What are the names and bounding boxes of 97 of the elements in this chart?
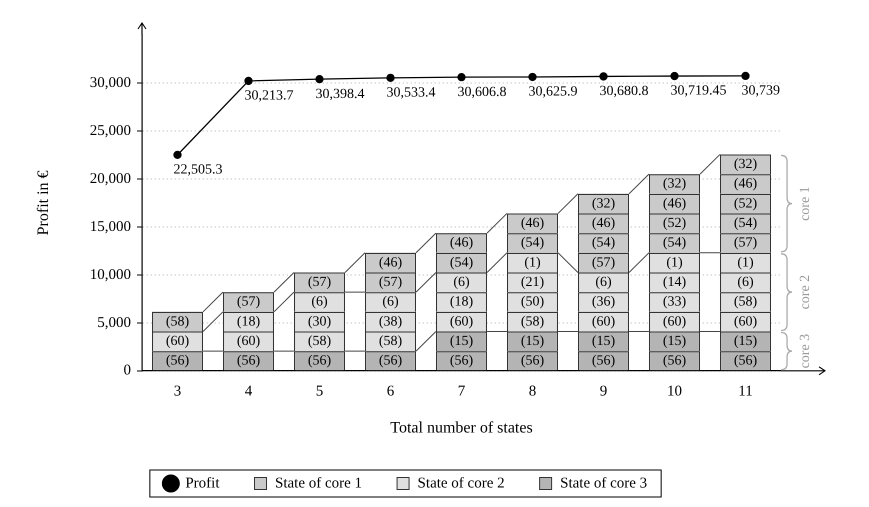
y-tick-label: 25,000 (90, 122, 131, 139)
annotation: (58) (734, 294, 758, 310)
annotation: (54) (450, 255, 474, 270)
annotation: (58) (166, 314, 190, 330)
annotation: (36) (592, 294, 616, 310)
annotation: (56) (378, 353, 402, 368)
annotation: (46) (450, 236, 474, 251)
annotation: (56) (592, 353, 616, 368)
y-tick-label: 10,000 (90, 266, 131, 283)
annotation: (57) (308, 274, 332, 290)
annotation: (32) (734, 156, 758, 172)
annotation: (46) (592, 216, 616, 231)
data-label: 30,213.7 (244, 88, 294, 104)
y-tick-label: 5,000 (97, 314, 131, 331)
x-tick-label: 10 (667, 384, 682, 400)
annotation: (50) (520, 294, 544, 310)
x-tick-label: 5 (316, 384, 324, 400)
annotation: (57) (236, 294, 260, 310)
annotation: (14) (662, 274, 686, 290)
annotation: (60) (166, 334, 190, 349)
annotation: (56) (308, 353, 332, 368)
annotation: (21) (520, 274, 544, 290)
annotation: (1) (524, 255, 541, 270)
text: core 3 (798, 334, 814, 368)
annotation: (56) (662, 353, 686, 368)
legend-label: Profit (185, 475, 220, 492)
text: core 1 (798, 186, 814, 221)
annotation: (6) (453, 274, 470, 290)
annotation: (46) (520, 216, 544, 231)
annotation: (46) (378, 255, 402, 270)
annotation: (15) (450, 334, 474, 349)
annotation: (15) (520, 334, 544, 349)
annotation: (60) (734, 314, 758, 330)
annotation: (54) (520, 236, 544, 251)
annotation: (56) (236, 353, 260, 368)
x-tick-label: 11 (738, 384, 753, 400)
y-tick-label: 30,000 (90, 74, 131, 91)
data-label: 30,606.8 (458, 84, 506, 100)
annotation: (38) (378, 314, 402, 330)
annotation: (60) (450, 314, 474, 330)
annotation: (56) (166, 353, 190, 368)
annotation: (46) (734, 176, 758, 192)
annotation: (15) (734, 334, 758, 349)
annotation: (6) (737, 274, 754, 290)
annotation: (60) (236, 334, 260, 349)
data-label: 30,398.4 (316, 86, 364, 102)
x-tick-label: 7 (458, 384, 466, 400)
annotation: (58) (308, 334, 332, 349)
legend-label: State of core 1 (275, 475, 362, 492)
x-tick-label: 4 (244, 384, 253, 400)
annotation: (54) (662, 236, 686, 251)
text: core 2 (798, 274, 814, 310)
annotation: (58) (520, 314, 544, 330)
annotation: (6) (382, 294, 399, 310)
annotation: (57) (592, 255, 616, 270)
data-label: 22,505.3 (174, 162, 222, 178)
annotation: (60) (662, 314, 686, 330)
annotation: (58) (378, 334, 402, 349)
annotation: (1) (737, 255, 754, 270)
annotation: (56) (734, 353, 758, 368)
data-label: 30,625.9 (528, 84, 578, 100)
annotation: (56) (520, 353, 544, 368)
y-tick-label: 20,000 (90, 170, 131, 187)
data-label: 30,533.4 (386, 86, 436, 101)
annotation: (57) (734, 236, 758, 251)
annotation: (30) (308, 314, 332, 330)
data-label: 30,719.45 (670, 84, 726, 99)
y-tick-label: 0 (124, 362, 131, 379)
annotation: (56) (450, 353, 474, 368)
y-tick-label: 15,000 (90, 218, 131, 235)
annotation: (32) (592, 196, 616, 212)
annotation: (60) (592, 314, 616, 330)
annotation: (46) (662, 196, 686, 212)
annotation: (57) (378, 274, 402, 290)
x-tick-label: 6 (386, 384, 395, 400)
x-axis-title: Total number of states (390, 420, 533, 437)
annotation: (15) (662, 334, 686, 349)
annotation: (52) (734, 196, 758, 212)
legend-label: State of core 2 (418, 475, 505, 492)
annotation: (32) (662, 176, 686, 192)
data-label: 30,739 (742, 84, 780, 99)
legend-label: State of core 3 (560, 475, 648, 492)
annotation: (18) (236, 314, 260, 330)
y-axis-title: Profit in € (34, 170, 52, 236)
annotation: (52) (662, 216, 686, 231)
x-tick-label: 3 (174, 384, 182, 400)
data-label: 30,680.8 (600, 84, 648, 100)
annotation: (54) (592, 236, 616, 251)
annotation: (33) (662, 294, 686, 310)
annotation: (6) (311, 294, 328, 310)
annotation: (15) (592, 334, 616, 349)
annotation: (18) (450, 294, 474, 310)
annotation: (1) (666, 255, 683, 270)
x-tick-label: 8 (528, 384, 536, 400)
x-tick-label: 9 (600, 384, 608, 400)
annotation: (54) (734, 216, 758, 231)
annotation: (6) (595, 274, 612, 290)
